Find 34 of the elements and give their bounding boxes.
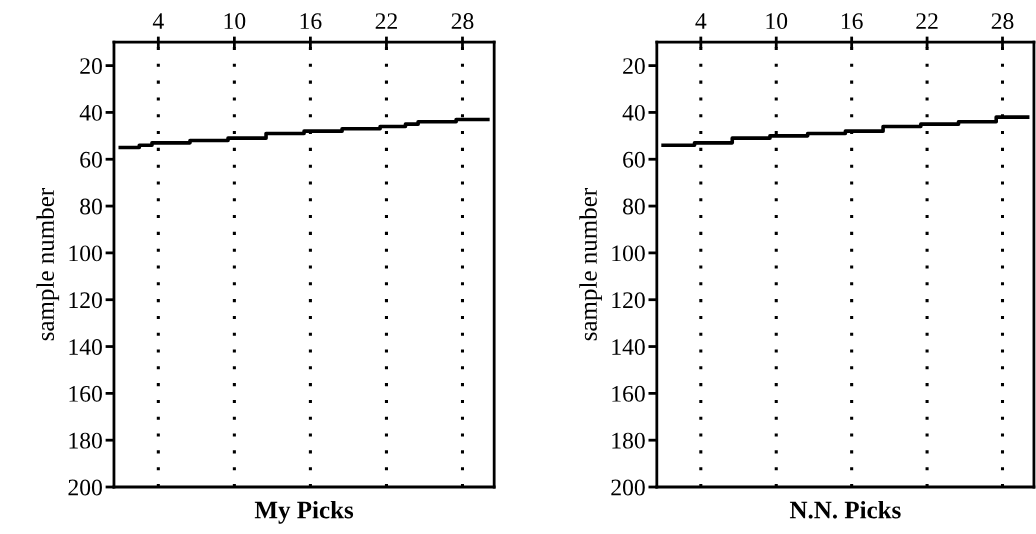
y-tick-label: 140 [612,339,645,355]
y-tick-label: 80 [623,198,645,215]
y-tick-label: 120 [612,292,645,309]
y-tick-label: 180 [69,432,102,449]
x-axis-title: N.N. Picks [789,500,901,519]
x-tick-label: 16 [841,13,863,30]
x-tick-label: 28 [991,13,1014,30]
y-tick-label: 160 [69,385,102,402]
y-tick-label: 200 [68,479,102,496]
y-tick-label: 140 [69,339,102,355]
y-tick-label: 180 [612,432,645,449]
y-tick-label: 80 [80,198,102,215]
y-axis-title: sample number [579,188,602,341]
x-tick-label: 10 [766,13,788,30]
x-axis-title: My Picks [254,500,354,524]
y-tick-label: 100 [69,245,102,262]
y-tick-label: 40 [622,104,645,121]
y-tick-label: 20 [623,58,645,75]
x-tick-label: 22 [916,13,938,29]
y-tick-label: 120 [69,292,102,309]
y-tick-label: 60 [623,151,645,168]
y-tick-label: 20 [80,58,102,75]
y-tick-label: 60 [80,151,102,168]
y-tick-label: 100 [612,245,645,262]
x-tick-label: 10 [224,13,246,30]
y-tick-label: 160 [612,385,645,402]
x-tick-label: 4 [152,13,164,29]
y-tick-label: 40 [79,104,102,121]
x-tick-label: 16 [300,13,322,30]
x-tick-label: 4 [695,13,707,29]
x-tick-label: 22 [375,13,397,29]
y-axis-title: sample number [36,188,60,341]
x-tick-label: 28 [451,13,474,30]
y-tick-label: 200 [611,479,645,496]
